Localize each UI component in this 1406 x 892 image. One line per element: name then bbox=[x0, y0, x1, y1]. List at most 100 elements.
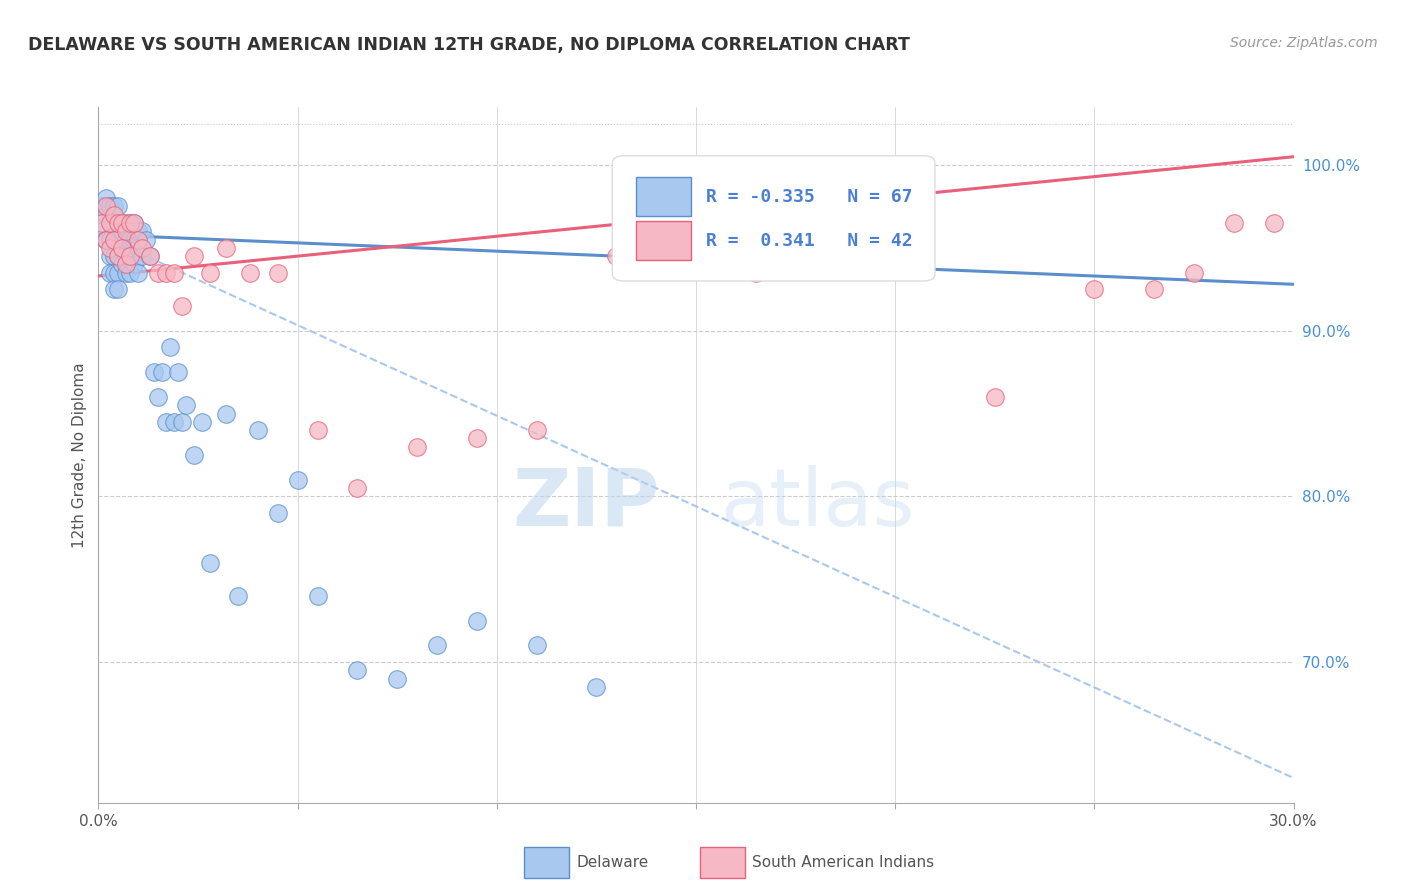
Point bbox=[155, 415, 177, 429]
Point bbox=[107, 266, 129, 280]
Text: R =  0.341   N = 42: R = 0.341 N = 42 bbox=[706, 232, 912, 250]
Point bbox=[96, 233, 118, 247]
Point bbox=[120, 233, 142, 247]
Point bbox=[135, 233, 157, 247]
Text: Delaware: Delaware bbox=[576, 855, 648, 870]
Point bbox=[465, 431, 488, 445]
Point bbox=[107, 249, 129, 263]
Point bbox=[226, 589, 249, 603]
Point bbox=[198, 556, 221, 570]
Point bbox=[111, 241, 134, 255]
Point bbox=[115, 257, 138, 271]
Point bbox=[215, 407, 238, 421]
Point bbox=[91, 199, 114, 213]
Point bbox=[172, 299, 194, 313]
Point bbox=[98, 266, 122, 280]
Point bbox=[183, 448, 205, 462]
Point bbox=[103, 249, 125, 263]
Point bbox=[98, 233, 122, 247]
Point bbox=[215, 241, 238, 255]
Point bbox=[103, 216, 125, 230]
Text: atlas: atlas bbox=[720, 465, 914, 542]
Point bbox=[96, 208, 118, 222]
Point bbox=[148, 266, 170, 280]
Point bbox=[745, 266, 768, 280]
Point bbox=[115, 216, 138, 230]
Point bbox=[307, 423, 329, 437]
Point bbox=[124, 233, 146, 247]
Point bbox=[127, 233, 149, 247]
Point bbox=[115, 266, 138, 280]
Point bbox=[246, 423, 269, 437]
Text: South American Indians: South American Indians bbox=[752, 855, 935, 870]
Point bbox=[139, 249, 162, 263]
Point bbox=[150, 365, 173, 379]
Text: Source: ZipAtlas.com: Source: ZipAtlas.com bbox=[1230, 36, 1378, 50]
Point bbox=[98, 199, 122, 213]
Point bbox=[107, 249, 129, 263]
Point bbox=[406, 440, 429, 454]
Point bbox=[111, 216, 134, 230]
Point bbox=[1143, 282, 1166, 296]
Point bbox=[120, 249, 142, 263]
Point bbox=[163, 266, 186, 280]
Point bbox=[115, 233, 138, 247]
Point bbox=[127, 266, 149, 280]
Point bbox=[115, 224, 138, 238]
Point bbox=[111, 257, 134, 271]
Point bbox=[127, 224, 149, 238]
Point bbox=[287, 473, 309, 487]
Point bbox=[107, 216, 129, 230]
Point bbox=[139, 249, 162, 263]
FancyBboxPatch shape bbox=[637, 221, 692, 260]
Point bbox=[98, 216, 122, 230]
Point bbox=[605, 249, 627, 263]
Point bbox=[115, 249, 138, 263]
Point bbox=[346, 481, 368, 495]
Text: ZIP: ZIP bbox=[513, 465, 661, 542]
Point bbox=[124, 216, 146, 230]
Point bbox=[131, 241, 153, 255]
Point bbox=[1223, 216, 1246, 230]
Point bbox=[143, 365, 166, 379]
Point bbox=[307, 589, 329, 603]
Point bbox=[111, 241, 134, 255]
FancyBboxPatch shape bbox=[613, 156, 935, 281]
Point bbox=[127, 241, 149, 255]
Point bbox=[124, 216, 146, 230]
Point bbox=[172, 415, 194, 429]
Point bbox=[103, 233, 125, 247]
Point bbox=[267, 506, 290, 520]
Point bbox=[107, 233, 129, 247]
Point bbox=[103, 199, 125, 213]
Point bbox=[103, 282, 125, 296]
Text: DELAWARE VS SOUTH AMERICAN INDIAN 12TH GRADE, NO DIPLOMA CORRELATION CHART: DELAWARE VS SOUTH AMERICAN INDIAN 12TH G… bbox=[28, 36, 910, 54]
Point bbox=[1182, 266, 1205, 280]
Point bbox=[1083, 282, 1105, 296]
Point bbox=[91, 224, 114, 238]
Point bbox=[585, 680, 607, 694]
Point bbox=[163, 415, 186, 429]
Point bbox=[98, 216, 122, 230]
Y-axis label: 12th Grade, No Diploma: 12th Grade, No Diploma bbox=[72, 362, 87, 548]
Point bbox=[111, 224, 134, 238]
Point bbox=[148, 390, 170, 404]
Point bbox=[120, 216, 142, 230]
Point bbox=[96, 199, 118, 213]
Point bbox=[1263, 216, 1285, 230]
Point bbox=[984, 390, 1007, 404]
Point bbox=[239, 266, 262, 280]
Point bbox=[111, 216, 134, 230]
Point bbox=[107, 216, 129, 230]
Point bbox=[526, 423, 548, 437]
Point bbox=[131, 224, 153, 238]
Point bbox=[107, 282, 129, 296]
Point bbox=[91, 216, 114, 230]
Point bbox=[198, 266, 221, 280]
Point bbox=[167, 365, 190, 379]
Point bbox=[96, 233, 118, 247]
FancyBboxPatch shape bbox=[637, 178, 692, 216]
Text: R = -0.335   N = 67: R = -0.335 N = 67 bbox=[706, 188, 912, 206]
Point bbox=[120, 266, 142, 280]
Point bbox=[174, 398, 197, 412]
